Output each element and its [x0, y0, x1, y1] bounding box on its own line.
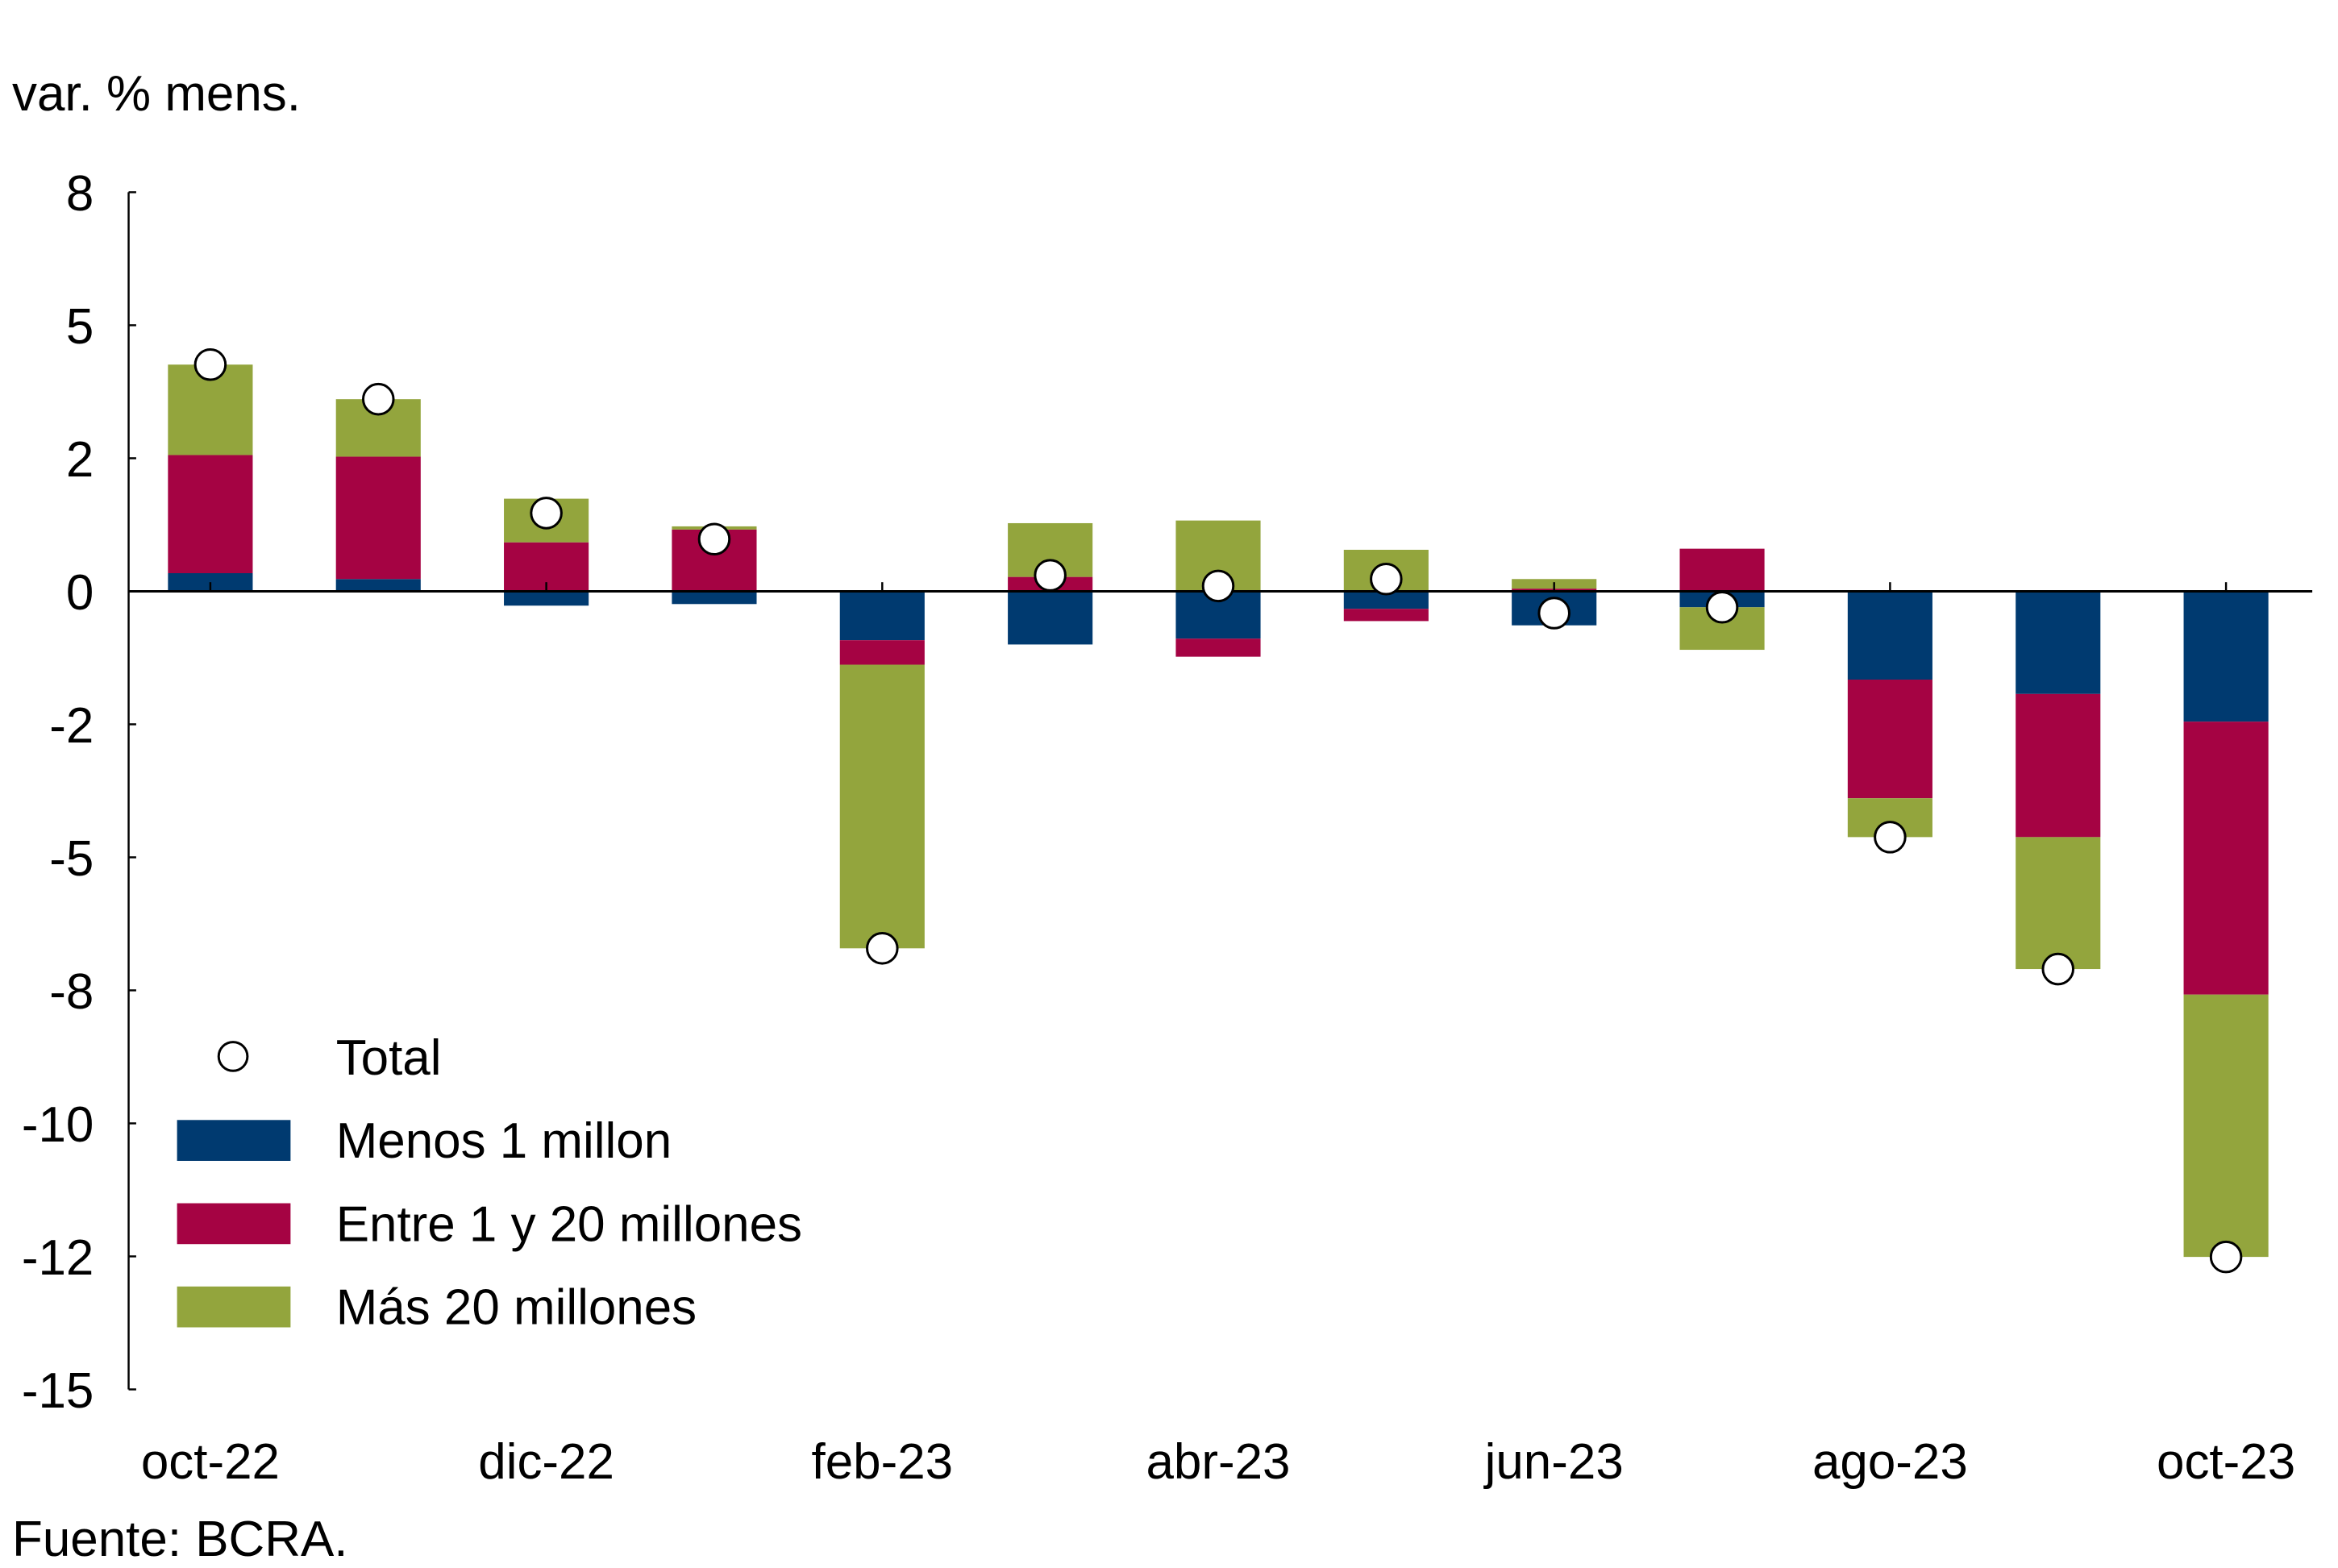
legend-label-entre-1-y-20-millones: Entre 1 y 20 millones [336, 1196, 802, 1252]
bar-menos-1-millon-dic-22 [504, 591, 589, 606]
bar-entre-1-y-20-millones-feb-23 [839, 640, 925, 665]
bar-entre-1-y-20-millones-ago-23 [1847, 680, 1932, 799]
total-marker-mar-23 [1034, 559, 1067, 592]
y-tick-labels: 8 5 2 0 -2 -5 -8 -10 -12 -15 [22, 166, 94, 1419]
total-marker-nov-22 [361, 382, 395, 416]
x-tick-label: feb-23 [812, 1434, 954, 1490]
y-tick-label: 5 [66, 299, 94, 355]
total-marker-oct-23 [2209, 1240, 2243, 1274]
legend-swatch-entre-1-y-20-millones [177, 1203, 291, 1245]
y-axis-unit-label: var. % mens. [12, 66, 301, 122]
bar-entre-1-y-20-millones-may-23 [1343, 609, 1429, 622]
total-marker-jul-23 [1705, 590, 1739, 624]
bars-layer [168, 364, 2269, 1258]
legend: Total Menos 1 millon Entre 1 y 20 millon… [177, 1030, 802, 1336]
bar-menos-1-millon-feb-23 [839, 591, 925, 641]
bar-entre-1-y-20-millones-oct-23 [2183, 722, 2269, 995]
total-marker-ago-23 [1874, 821, 1907, 854]
x-tick-label: abr-23 [1146, 1434, 1290, 1490]
legend-label-menos-1-millon: Menos 1 millon [336, 1113, 672, 1169]
bar-menos-1-millon-may-23 [1343, 591, 1429, 609]
y-tick-label: 8 [66, 166, 94, 222]
bar-entre-1-y-20-millones-jul-23 [1679, 548, 1765, 592]
bar-entre-1-y-20-millones-abr-23 [1175, 638, 1261, 657]
total-marker-feb-23 [866, 932, 899, 965]
total-marker-jun-23 [1537, 597, 1570, 630]
x-tick-label: oct-23 [2157, 1434, 2295, 1490]
y-tick-label: -10 [22, 1097, 94, 1153]
bar-menos-1-millon-ago-23 [1847, 591, 1932, 680]
x-tick-label: oct-22 [141, 1434, 280, 1490]
bar-entre-1-y-20-millones-oct-22 [168, 455, 253, 574]
bar-entre-1-y-20-millones-nov-22 [335, 456, 421, 580]
total-marker-oct-22 [193, 348, 227, 381]
bar-menos-1-millon-sep-23 [2016, 591, 2101, 694]
total-marker-dic-22 [530, 497, 563, 530]
total-marker-ene-23 [697, 522, 731, 556]
y-tick-label: -15 [22, 1363, 94, 1419]
y-tick-label: -12 [22, 1230, 94, 1286]
bar-menos-1-millon-mar-23 [1008, 591, 1093, 645]
totals-layer [193, 348, 2243, 1274]
total-marker-may-23 [1370, 562, 1403, 596]
y-tick-label: 2 [66, 432, 94, 488]
x-tick-label: jun-23 [1483, 1434, 1624, 1490]
y-tick-label: -8 [49, 964, 94, 1020]
y-tick-label: -5 [49, 831, 94, 887]
bar-mas-20-millones-feb-23 [839, 664, 925, 949]
x-tick-labels: oct-22 dic-22 feb-23 abr-23 jun-23 ago-23 oct-… [141, 1434, 2295, 1490]
bar-mas-20-millones-oct-23 [2183, 994, 2269, 1258]
x-tick-label: dic-22 [478, 1434, 614, 1490]
legend-swatch-menos-1-millon [177, 1120, 291, 1161]
total-marker-sep-23 [2041, 952, 2075, 986]
source-note: Fuente: BCRA. [12, 1512, 348, 1567]
bar-menos-1-millon-nov-22 [335, 579, 421, 592]
y-tick-label: 0 [66, 565, 94, 621]
total-marker-abr-23 [1201, 569, 1235, 603]
y-tick-label: -2 [49, 698, 94, 754]
bar-entre-1-y-20-millones-sep-23 [2016, 693, 2101, 838]
legend-label-mas-20-millones: Más 20 millones [336, 1280, 697, 1336]
x-tick-label: ago-23 [1812, 1434, 1968, 1490]
legend-total-marker [217, 1041, 249, 1072]
bar-menos-1-millon-oct-23 [2183, 591, 2269, 722]
bar-menos-1-millon-ene-23 [672, 591, 757, 605]
legend-label-total: Total [336, 1030, 442, 1086]
legend-swatch-mas-20-millones [177, 1286, 291, 1328]
bar-mas-20-millones-sep-23 [2016, 837, 2101, 970]
